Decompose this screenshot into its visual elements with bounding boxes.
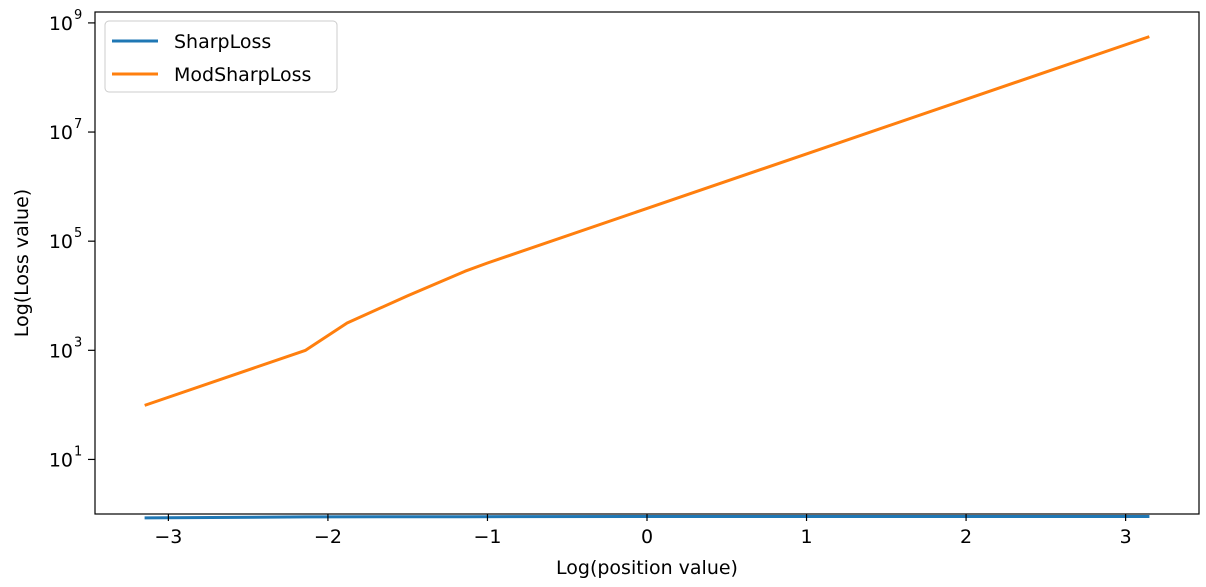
- legend-box: [104, 20, 338, 93]
- x-tick-label: −3: [154, 526, 182, 548]
- legend-label-0: SharpLoss: [174, 31, 271, 53]
- y-tick-label: 10 5: [49, 226, 82, 253]
- y-tick-label: 10 9: [49, 8, 82, 35]
- y-tick-base: 10: [49, 231, 73, 253]
- y-tick-base: 10: [49, 122, 73, 144]
- y-tick-base: 10: [49, 340, 73, 362]
- y-tick-label: 10 1: [49, 444, 82, 471]
- legend: SharpLoss ModSharpLoss: [104, 20, 338, 93]
- y-tick-base: 10: [49, 449, 73, 471]
- x-axis-ticks: −3 −2 −1 0 1 2 3: [154, 514, 1132, 548]
- legend-label-1: ModSharpLoss: [174, 64, 311, 86]
- y-tick-label: 10 7: [49, 117, 82, 144]
- x-tick-label: 0: [641, 526, 653, 548]
- x-tick-label: 2: [960, 526, 972, 548]
- x-tick-label: −1: [473, 526, 501, 548]
- x-tick-label: 3: [1120, 526, 1132, 548]
- x-tick-label: 1: [800, 526, 812, 548]
- y-tick-exponent: 5: [74, 226, 82, 241]
- x-tick-label: −2: [314, 526, 342, 548]
- y-tick-exponent: 3: [74, 335, 82, 350]
- y-tick-exponent: 1: [74, 444, 82, 459]
- y-tick-base: 10: [49, 13, 73, 35]
- y-tick-label: 10 3: [49, 335, 82, 362]
- series-layer: [144, 35, 1150, 520]
- y-axis-title: Log(Loss value): [11, 189, 33, 337]
- x-axis-title: Log(position value): [556, 557, 738, 579]
- series-line-1: [144, 35, 1150, 407]
- y-tick-exponent: 9: [74, 8, 82, 23]
- y-tick-exponent: 7: [74, 117, 82, 132]
